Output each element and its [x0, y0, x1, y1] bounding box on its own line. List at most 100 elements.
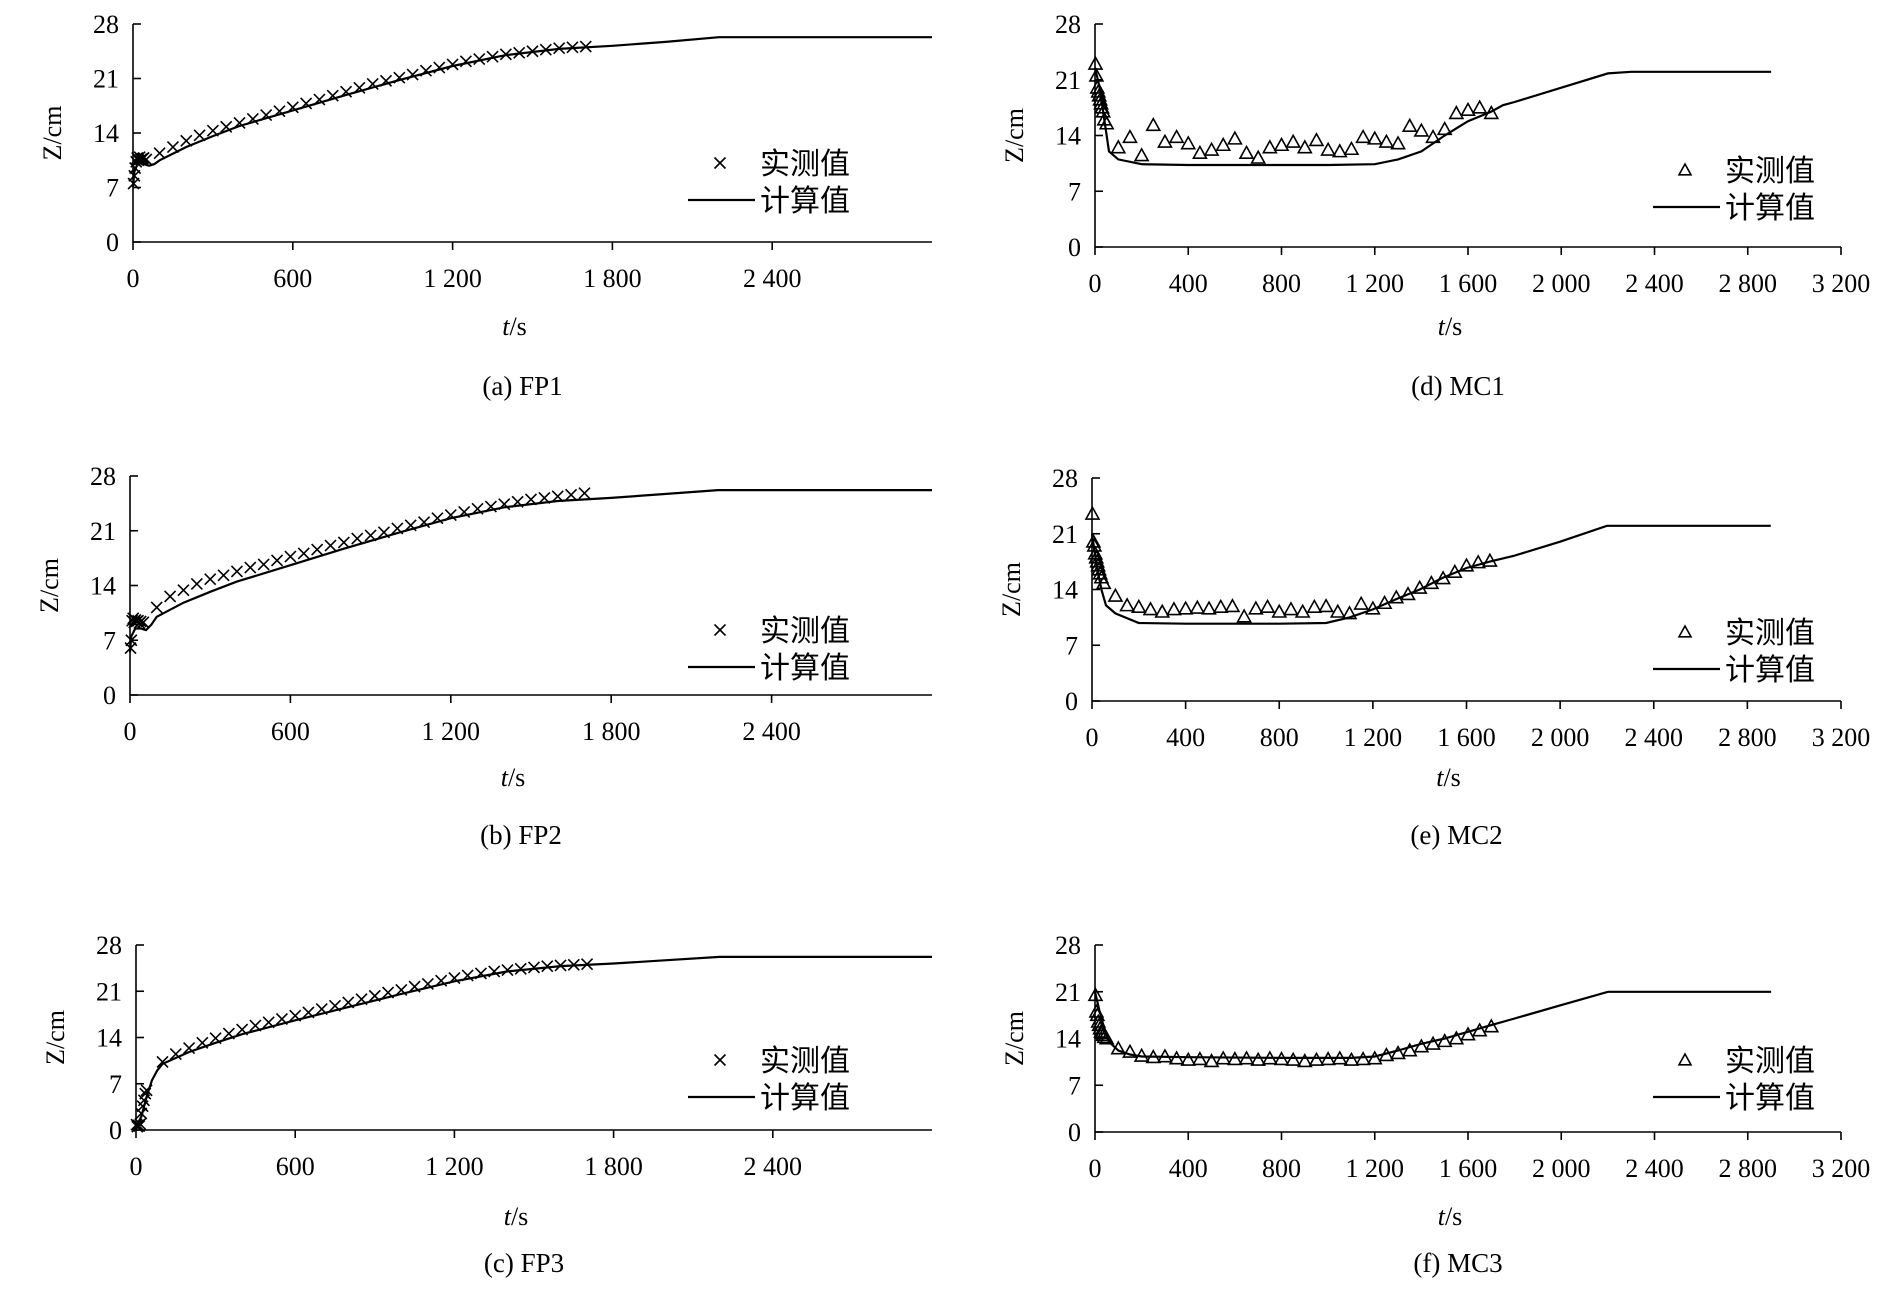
measured-point [1192, 144, 1208, 160]
measured-point [1098, 1030, 1115, 1045]
x-tick-label: 2 000 [1532, 1154, 1591, 1183]
y-tick-label: 21 [93, 65, 119, 94]
measured-point [1224, 598, 1241, 613]
measured-point [1273, 136, 1290, 152]
x-tick-label: 2 400 [743, 264, 802, 293]
x-tick-label: 1 200 [1344, 723, 1403, 752]
x-tick-label: 1 600 [1439, 1154, 1498, 1183]
y-tick-label: 21 [1052, 520, 1078, 549]
legend-measured-marker [713, 1053, 727, 1067]
measured-point [1189, 599, 1206, 614]
measured-point [1110, 139, 1127, 154]
measured-point [1283, 601, 1299, 616]
y-axis-label: Z/cm [38, 106, 67, 161]
measured-point [1458, 557, 1475, 572]
measured-point [1448, 105, 1465, 120]
x-tick-label: 600 [276, 1152, 315, 1181]
x-tick-label: 0 [130, 1152, 143, 1181]
measured-point [1308, 1051, 1325, 1066]
measured-point [1366, 1050, 1383, 1065]
legend-measured-label: 实测值 [760, 147, 850, 182]
measured-point [1238, 144, 1255, 160]
measured-point [156, 1055, 169, 1069]
computed-series-line [131, 36, 932, 188]
x-tick-label: 600 [273, 264, 312, 293]
x-tick-label: 1 200 [425, 1152, 484, 1181]
computed-series-line [128, 489, 932, 653]
x-tick-label: 3 200 [1812, 269, 1871, 298]
measured-point [1318, 598, 1334, 613]
measured-point [351, 532, 364, 545]
y-tick-label: 7 [1068, 1071, 1081, 1100]
measured-point [1145, 116, 1162, 132]
x-tick-label: 0 [1086, 723, 1099, 752]
measured-point [1355, 1051, 1371, 1066]
measured-point [134, 1117, 147, 1131]
measured-point [1119, 597, 1135, 612]
measured-point [1261, 139, 1278, 154]
x-tick-label: 1 800 [582, 717, 641, 746]
measured-point [446, 58, 459, 71]
panel-2: 0 7 14 21 28 0 600 1 200 1 800 2 400 Z/cm t/s (b) FP… [35, 462, 932, 850]
y-tick-label: 7 [109, 1070, 122, 1099]
legend-measured-marker [1677, 162, 1693, 176]
legend-measured-label: 实测值 [760, 1044, 850, 1079]
legend-measured-label: 实测值 [1725, 616, 1815, 651]
measured-point [1157, 133, 1173, 148]
measured-point [1390, 135, 1406, 150]
y-tick-label: 7 [1065, 631, 1078, 660]
measured-point [1177, 600, 1194, 615]
x-tick-label: 1 200 [1346, 269, 1405, 298]
y-tick-label: 21 [1055, 978, 1081, 1007]
y-tick-label: 0 [1065, 687, 1078, 716]
x-tick-label: 1 200 [1346, 1154, 1405, 1183]
x-tick-label: 400 [1166, 723, 1205, 752]
x-tick-label: 2 400 [1625, 723, 1684, 752]
x-tick-label: 2 400 [1625, 269, 1684, 298]
panel-caption: (e) MC2 [1410, 820, 1502, 850]
legend-measured-marker [713, 156, 727, 170]
measured-point [1320, 141, 1336, 156]
measured-point [230, 565, 243, 578]
computed-series-line [1093, 67, 1772, 167]
measured-point [1341, 605, 1358, 620]
measured-point [1306, 598, 1323, 614]
x-tick-label: 2 800 [1719, 1154, 1778, 1183]
measured-point [1436, 1033, 1453, 1048]
y-tick-label: 0 [1068, 1118, 1081, 1147]
y-tick-label: 0 [109, 1116, 122, 1145]
y-axis-label: Z/cm [1000, 1011, 1029, 1066]
measured-point [1250, 149, 1267, 164]
x-tick-label: 2 400 [1625, 1154, 1684, 1183]
measured-point [204, 573, 217, 586]
y-tick-label: 21 [1055, 66, 1081, 95]
measured-point [134, 615, 147, 628]
y-axis-label: Z/cm [41, 1010, 70, 1065]
y-tick-label: 14 [90, 572, 116, 601]
measured-point [501, 964, 514, 977]
x-axis-label: t/s [501, 763, 526, 792]
measured-point [337, 536, 350, 549]
measured-point [1122, 128, 1138, 144]
y-tick-label: 7 [106, 174, 119, 203]
x-tick-label: 800 [1262, 1154, 1301, 1183]
legend-computed-label: 计算值 [760, 1081, 850, 1116]
measured-point [1448, 1030, 1465, 1045]
y-tick-label: 14 [1055, 1025, 1081, 1054]
x-tick-label: 2 000 [1531, 723, 1590, 752]
measured-point [1308, 132, 1325, 147]
x-tick-label: 600 [271, 717, 310, 746]
measured-point [1203, 1053, 1220, 1068]
measured-point [1331, 143, 1348, 158]
measured-point [1130, 598, 1147, 614]
panel-caption: (c) FP3 [484, 1248, 564, 1278]
measured-point [473, 52, 486, 66]
legend-computed-label: 计算值 [1725, 653, 1815, 688]
measured-point [1215, 136, 1232, 152]
y-tick-label: 14 [96, 1024, 122, 1053]
measured-point [1343, 140, 1360, 156]
x-tick-label: 400 [1169, 269, 1208, 298]
measured-point [1084, 505, 1101, 520]
measured-point [565, 488, 578, 501]
measured-point [514, 962, 527, 975]
